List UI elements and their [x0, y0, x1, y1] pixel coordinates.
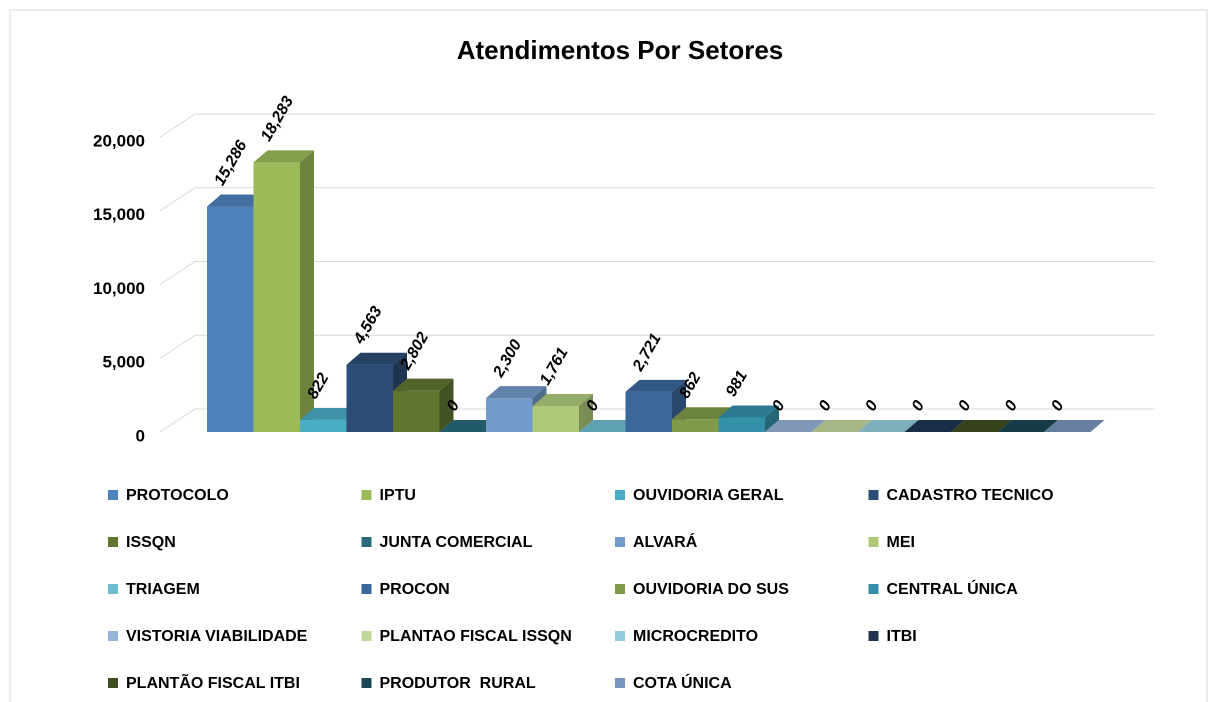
legend-label: PLANTÃO FISCAL ITBI: [126, 672, 300, 692]
legend-label: CADASTRO TECNICO: [887, 487, 1054, 504]
bar-front: [393, 390, 440, 432]
data-label: 0: [1048, 398, 1067, 414]
legend-marker: [361, 678, 372, 688]
chart-title: Atendimentos Por Setores: [457, 35, 784, 65]
bar-top: [997, 420, 1058, 432]
bar-front: [207, 206, 254, 432]
data-label: 981: [723, 368, 751, 400]
legend-label: PROTOCOLO: [126, 487, 229, 504]
bar-top: [811, 420, 872, 432]
legend-marker: [868, 584, 879, 594]
legend-marker: [361, 631, 372, 641]
bar-front: [486, 398, 533, 432]
chart-border: [9, 9, 1208, 702]
legend-marker: [615, 678, 625, 688]
bar-top: [951, 420, 1012, 432]
legend-marker: [868, 631, 879, 641]
data-label: 4,563: [350, 304, 385, 348]
legend-label: VISTORIA VIABILIDADE: [126, 628, 308, 645]
bar-top: [672, 407, 733, 420]
legend-label: JUNTA COMERCIAL: [380, 534, 533, 551]
bar-front: [300, 419, 347, 432]
legend-marker: [868, 537, 879, 547]
bar-top: [579, 420, 640, 432]
bar-top: [393, 378, 454, 391]
data-label: 0: [955, 398, 974, 414]
legend-label: PROCON: [380, 581, 450, 598]
y-tick-label: 0: [136, 426, 145, 445]
data-label: 0: [816, 398, 835, 414]
bar-top: [346, 352, 407, 365]
bar-top: [718, 405, 779, 418]
legend-marker: [615, 584, 625, 594]
legend-label: PRODUTOR RURAL: [380, 675, 536, 692]
legend-marker: [108, 490, 118, 500]
legend-marker: [108, 678, 118, 688]
legend-label: COTA ÚNICA: [633, 673, 732, 692]
legend-marker: [615, 490, 625, 500]
legend-marker: [868, 490, 879, 500]
grid-line: [159, 113, 1155, 138]
bar-front: [346, 364, 393, 432]
bar-top: [1044, 420, 1105, 432]
legend-label: ITBI: [887, 628, 917, 645]
bar-top: [532, 394, 593, 407]
bar-top: [625, 379, 686, 392]
data-label: 2,300: [490, 337, 525, 381]
data-label: 2,802: [397, 330, 432, 374]
bar-top: [439, 420, 500, 432]
data-label: 0: [862, 398, 881, 414]
legend-marker: [108, 631, 118, 641]
grid-line: [159, 187, 1155, 212]
bar-top: [300, 407, 361, 420]
grid-line: [159, 261, 1155, 285]
bar-side: [579, 394, 593, 432]
bar-top: [486, 386, 547, 399]
y-tick-label: 10,000: [93, 279, 145, 298]
bar-side: [300, 150, 314, 432]
data-label: 2,721: [629, 331, 664, 375]
grid-line: [159, 408, 1155, 433]
bar-top: [904, 420, 965, 432]
grid-line: [159, 334, 1155, 359]
bar-front: [625, 391, 672, 432]
bar-front: [718, 417, 765, 432]
legend-marker: [108, 537, 118, 547]
y-tick-label: 15,000: [93, 205, 145, 224]
data-label: 0: [1002, 398, 1021, 414]
y-tick-label: 5,000: [102, 353, 145, 372]
data-label: 0: [909, 398, 928, 414]
legend-marker: [361, 490, 372, 500]
legend-label: CENTRAL ÚNICA: [887, 579, 1019, 598]
legend-label: OUVIDORIA GERAL: [633, 487, 784, 504]
legend-label: OUVIDORIA DO SUS: [633, 581, 789, 598]
y-tick-label: 20,000: [93, 131, 145, 150]
legend-label: MICROCREDITO: [633, 628, 758, 645]
legend-label: PLANTAO FISCAL ISSQN: [380, 628, 572, 645]
legend-label: ALVARÁ: [633, 532, 698, 551]
bar-top: [253, 150, 314, 163]
legend-label: MEI: [887, 534, 915, 551]
legend-marker: [108, 584, 118, 594]
legend-marker: [615, 537, 625, 547]
legend-marker: [615, 631, 625, 641]
bar-front: [532, 406, 579, 432]
data-label: 18,283: [258, 93, 297, 144]
legend-marker: [361, 584, 372, 594]
bar-side: [765, 405, 779, 432]
data-label: 15,286: [211, 138, 250, 189]
bar-top: [207, 194, 268, 207]
bar-front: [672, 419, 719, 432]
bar-top: [858, 420, 919, 432]
bar-front: [253, 162, 300, 432]
legend-label: IPTU: [380, 487, 416, 504]
legend-marker: [361, 537, 372, 547]
legend-label: TRIAGEM: [126, 581, 200, 598]
bar-top: [765, 420, 826, 432]
bar-side: [439, 378, 454, 432]
legend-label: ISSQN: [126, 534, 176, 551]
data-label: 1,761: [537, 345, 572, 388]
